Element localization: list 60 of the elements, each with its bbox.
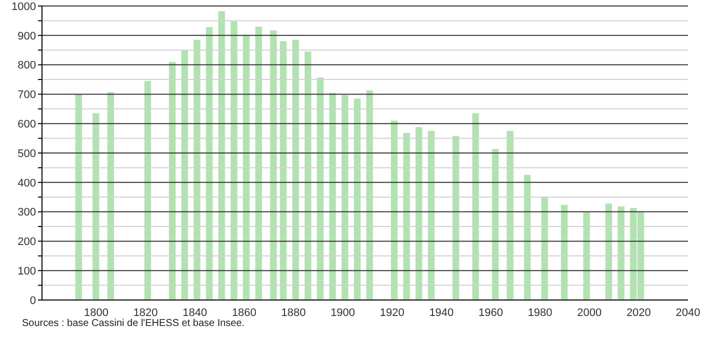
bar — [583, 212, 590, 300]
x-tick-label: 2020 — [626, 306, 651, 319]
bar — [416, 127, 422, 300]
bar — [342, 95, 348, 300]
x-tick-label: 1920 — [380, 306, 404, 319]
bar — [618, 206, 624, 300]
y-tick-label: 600 — [18, 118, 36, 131]
bar — [492, 149, 499, 300]
bar — [366, 90, 373, 300]
x-tick-label: 1800 — [84, 306, 108, 319]
bar — [292, 40, 299, 300]
bar — [472, 113, 479, 300]
x-tick-label: 1900 — [330, 306, 356, 319]
y-tick-label: 100 — [18, 266, 36, 278]
bar — [230, 21, 238, 300]
bar — [107, 92, 114, 300]
y-tick-label: 800 — [18, 60, 36, 72]
y-tick-label: 400 — [18, 177, 36, 190]
bar — [255, 26, 262, 300]
bar — [329, 92, 336, 300]
x-tick-label: 1880 — [281, 306, 306, 319]
bar — [403, 133, 410, 300]
bar — [316, 77, 324, 300]
bar — [605, 204, 612, 300]
bar — [304, 52, 312, 300]
y-tick-label: 1000 — [12, 0, 36, 13]
bar — [524, 175, 531, 300]
bar — [168, 62, 176, 300]
bar — [194, 40, 200, 300]
bar — [218, 11, 225, 300]
x-tick-label: 1860 — [232, 306, 256, 319]
y-tick-label: 0 — [30, 294, 36, 307]
bar — [242, 35, 250, 300]
x-tick-label: 1940 — [429, 306, 454, 319]
y-tick-label: 900 — [18, 30, 36, 42]
x-tick-label: 2000 — [577, 306, 602, 319]
bar — [280, 41, 287, 300]
x-tick-label: 1840 — [182, 306, 208, 319]
y-tick-label: 500 — [18, 148, 36, 160]
bar — [506, 130, 514, 300]
bar — [390, 120, 398, 300]
bar — [206, 27, 213, 300]
bar — [541, 196, 548, 300]
y-tick-label: 300 — [18, 206, 36, 219]
bar — [561, 205, 568, 300]
source-note: Sources : base Cassini de l'EHESS et base Insee. — [22, 318, 245, 329]
y-tick-label: 200 — [18, 236, 36, 248]
x-tick-label: 1980 — [528, 306, 552, 319]
y-tick-label: 700 — [18, 89, 36, 102]
bar — [144, 80, 151, 300]
bar — [92, 113, 100, 300]
bar — [270, 30, 277, 300]
bar — [75, 94, 82, 300]
x-tick-label: 2040 — [676, 306, 700, 319]
x-tick-label: 1820 — [133, 306, 158, 319]
x-tick-label: 1960 — [478, 306, 503, 319]
bar — [452, 136, 460, 300]
bar — [354, 98, 361, 300]
bar — [181, 50, 188, 300]
bar — [428, 130, 435, 300]
